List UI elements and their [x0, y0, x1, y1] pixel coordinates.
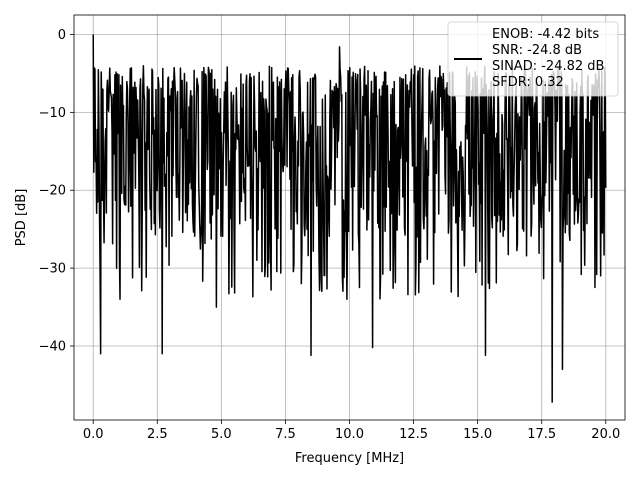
- legend-entry-enob: ENOB: -4.42 bits: [492, 27, 599, 42]
- legend-entry-snr: SNR: -24.8 dB: [492, 43, 582, 58]
- x-tick-label: 20.0: [591, 427, 620, 442]
- legend-entry-sfdr: SFDR: 0.32: [492, 75, 564, 90]
- y-axis-ticks: 0 −10 −20 −30 −40: [39, 28, 74, 355]
- y-axis-label: PSD [dB]: [14, 189, 29, 247]
- legend-entry-sinad: SINAD: -24.82 dB: [492, 59, 604, 74]
- x-tick-label: 10.0: [335, 427, 364, 442]
- y-tick-label: 0: [58, 28, 66, 43]
- x-axis-label: Frequency [MHz]: [295, 451, 404, 466]
- legend: ENOB: -4.42 bits SNR: -24.8 dB SINAD: -2…: [447, 21, 619, 97]
- y-tick-label: −20: [39, 184, 66, 199]
- x-tick-label: 5.0: [211, 427, 232, 442]
- x-tick-label: 15.0: [463, 427, 492, 442]
- y-tick-label: −30: [39, 262, 66, 277]
- psd-series-line: [92, 34, 607, 403]
- x-tick-label: 17.5: [527, 427, 556, 442]
- x-tick-label: 0.0: [83, 427, 104, 442]
- x-tick-label: 7.5: [275, 427, 296, 442]
- x-axis-ticks: 0.0 2.5 5.0 7.5 10.0 12.5 15.0 17.5 20.0: [83, 420, 620, 442]
- x-tick-label: 2.5: [147, 427, 168, 442]
- x-tick-label: 12.5: [399, 427, 428, 442]
- legend-box: [447, 21, 619, 97]
- series-layer: [92, 34, 607, 403]
- y-tick-label: −10: [39, 106, 66, 121]
- y-tick-label: −40: [39, 340, 66, 355]
